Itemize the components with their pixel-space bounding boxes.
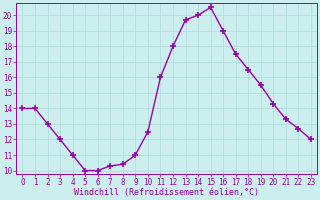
X-axis label: Windchill (Refroidissement éolien,°C): Windchill (Refroidissement éolien,°C) — [74, 188, 259, 197]
